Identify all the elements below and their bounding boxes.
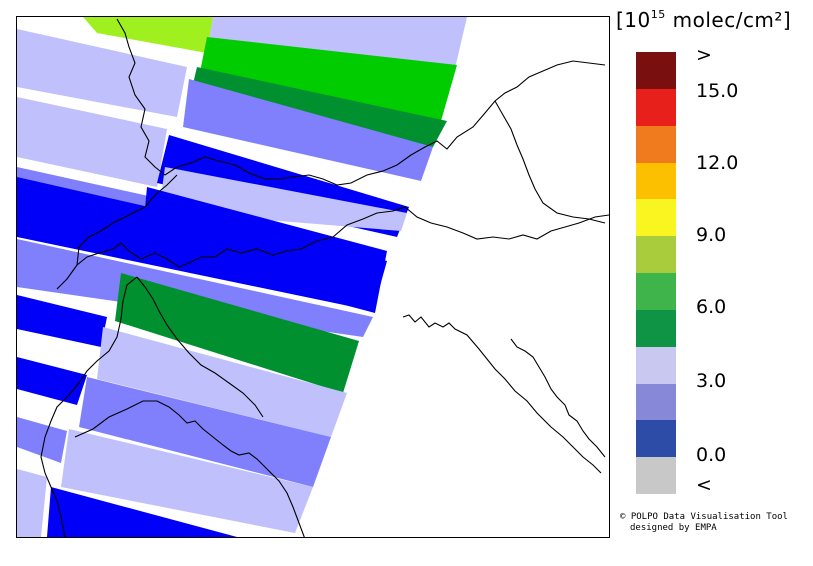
swath-strip [17,469,47,537]
swath-strip [115,273,359,393]
swath-strip [83,17,213,53]
legend-swatch [636,383,676,421]
no2-satellite-swath-map [17,17,609,537]
legend-tick-label: 0.0 [696,444,727,466]
border-north [116,18,606,186]
legend-tick-label: 6.0 [696,296,727,318]
credit-text: © POLPO Data Visualisation Tool designed… [620,512,788,534]
coastline-ligurian [74,400,305,537]
swath-strip [183,79,433,181]
legend-swatch [636,457,676,495]
legend-swatch [636,162,676,200]
legend-tick-label: 15.0 [696,80,739,102]
satellite-swaths [17,17,467,537]
color-scale-bar [636,52,676,495]
swath-strip [17,97,167,187]
swath-strip [61,429,313,533]
legend-tick-label: > [696,44,712,66]
swath-strip [141,187,387,313]
swath-strip [197,37,457,121]
border-italy-west [136,276,264,418]
map-panel[interactable] [16,16,610,538]
swath-strip [17,29,187,117]
legend-swatch [636,273,676,311]
swath-strip [47,487,237,537]
legend-swatch [636,309,676,348]
legend-swatch [636,236,676,274]
credit-line-2: designed by EMPA [630,523,717,533]
border-east [494,100,606,224]
border-france [40,276,138,537]
legend-swatch [636,346,676,384]
swath-strip [79,377,331,487]
legend-swatch [636,420,676,458]
swath-strip [97,327,347,437]
country-borders-coastline [40,18,609,537]
legend-swatch [636,199,676,237]
swath-strip [17,295,107,347]
swath-strip [17,357,87,405]
legend-tick-label: 3.0 [696,370,727,392]
legend-swatch [636,125,676,163]
legend-tick-label: 9.0 [696,224,727,246]
border-switzerland [56,174,178,290]
credit-line-1: © POLPO Data Visualisation Tool [620,512,788,522]
legend-unit-title: [1015 molec/cm²] [616,8,792,32]
legend-swatch [636,88,676,127]
alpine-border [76,206,609,268]
swath-strip [17,417,67,463]
legend-tick-label: < [696,474,712,496]
legend-swatch [636,52,676,90]
swath-strip [17,239,373,337]
swath-strip [189,67,447,147]
coastline-adriatic [402,314,602,474]
legend-tick-label: 12.0 [696,152,739,174]
coastline-dalmatian [510,338,606,458]
